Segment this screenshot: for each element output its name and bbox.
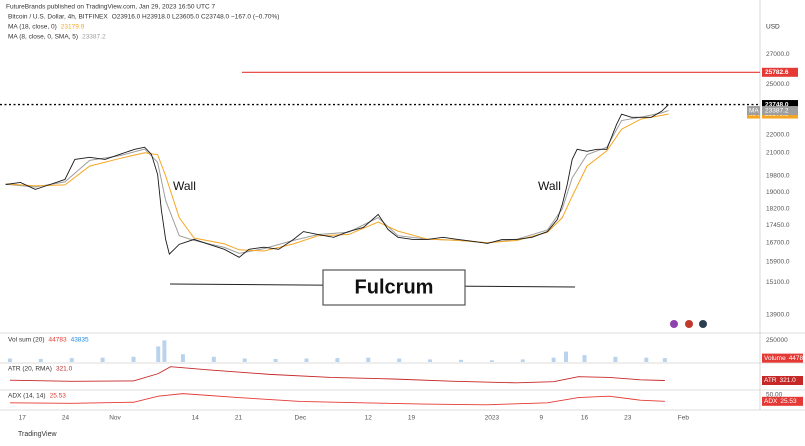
volume-bar	[38, 358, 43, 362]
indicator-line	[9, 366, 665, 384]
axis-badge-label: ATR	[764, 377, 777, 384]
legend-label: ADX (14, 14)	[8, 393, 46, 400]
x-tick-label: 17	[19, 415, 27, 422]
y-tick-label: 17450.0	[766, 222, 790, 229]
volume-bar	[156, 346, 161, 362]
axis-badge-label: ADX	[764, 398, 778, 405]
y-tick-label: 13900.0	[766, 311, 790, 318]
x-tick-label: 14	[192, 415, 200, 422]
axis-badge	[762, 353, 803, 363]
y-tick-label: 19800.0	[766, 173, 790, 180]
ma-badge-value: 23387.2	[765, 107, 789, 114]
x-tick-label: 9	[539, 415, 543, 422]
y-tick-label: 21000.0	[766, 150, 790, 157]
x-tick-label: 24	[62, 415, 70, 422]
price-badge	[762, 67, 798, 77]
volume-bar	[211, 356, 216, 362]
volume-bar	[551, 357, 556, 362]
volume-bar	[563, 351, 568, 362]
volume-bar	[489, 360, 494, 362]
legend-label: Vol sum (20)	[8, 337, 45, 344]
volume-bar	[304, 358, 309, 362]
volume-bar	[662, 358, 667, 362]
volume-bar	[458, 359, 463, 362]
axis-badge-label: 321.0	[780, 377, 797, 384]
symbol-title: Bitcoin / U.S. Dollar, 4h, BITFINEX	[8, 14, 108, 21]
y-tick-label: 25000.0	[766, 81, 790, 88]
currency: USD	[766, 24, 780, 31]
volume-bar	[131, 356, 136, 362]
event-icon	[699, 320, 707, 328]
volume-bar	[428, 359, 433, 362]
legend-label: MA (8, close, 0, SMA, 5)	[8, 34, 78, 41]
volume-bar	[242, 358, 247, 362]
legend-value: 25.53	[50, 393, 67, 400]
event-icon	[685, 320, 693, 328]
ohlc: O23916.0 H23918.0 L23605.0 C23748.0 −167…	[112, 14, 280, 21]
annotation: Fulcrum	[355, 276, 434, 298]
volume-bar	[520, 359, 525, 362]
y-tick-label: 22000.0	[766, 131, 790, 138]
annotation: Wall	[538, 179, 561, 193]
volume-bar	[582, 355, 587, 362]
volume-bar	[366, 357, 371, 362]
price-line-series	[5, 104, 669, 258]
volume-bar	[613, 356, 618, 362]
legend-value: 44783	[49, 337, 67, 344]
attribution: FutureBrands published on TradingView.co…	[6, 4, 215, 11]
volume-bar	[180, 354, 185, 362]
legend-label: MA (18, close, 0)	[8, 24, 57, 31]
axis-badge-label: 44783	[789, 355, 805, 362]
x-tick-label: 19	[408, 415, 416, 422]
volume-bar	[397, 358, 402, 362]
ma-line	[5, 110, 669, 254]
y-tick-label: 19000.0	[766, 189, 790, 196]
ma-badge-tag: MA	[749, 107, 759, 114]
volume-bar	[100, 357, 105, 362]
ma-badge	[747, 106, 760, 116]
event-icon	[670, 320, 678, 328]
y-tick-label: 15900.0	[766, 259, 790, 266]
axis-badge-label: Volume	[764, 355, 786, 362]
annotation: Wall	[173, 179, 196, 193]
volume-bar	[7, 358, 12, 362]
legend-value: 23387.2	[82, 34, 106, 41]
volume-bar	[162, 340, 167, 362]
x-tick-label: Dec	[295, 415, 307, 422]
axis-badge	[762, 376, 803, 385]
x-tick-label: 23	[624, 415, 632, 422]
axis-badge	[762, 396, 803, 406]
ma-line	[5, 113, 669, 252]
legend-value: 43835	[71, 337, 89, 344]
legend-value: 321.0	[56, 366, 73, 373]
x-tick-label: 21	[235, 415, 243, 422]
price-badge-label: 23748.0	[765, 101, 789, 108]
volume-bar	[273, 358, 278, 362]
axis-badge-label: 25.53	[780, 398, 797, 405]
y-tick-label: 50.00	[766, 392, 783, 399]
y-tick-label: 27000.0	[766, 51, 790, 58]
y-tick-label: 15100.0	[766, 279, 790, 286]
volume-bar	[335, 358, 340, 362]
volume-bar	[644, 357, 649, 362]
x-tick-label: Nov	[109, 415, 121, 422]
indicator-line	[9, 393, 665, 406]
x-tick-label: 2023	[485, 415, 500, 422]
price-badge-label: 25782.6	[765, 69, 789, 76]
ma-badge-value-bg	[762, 106, 798, 116]
y-tick-label: 16700.0	[766, 239, 790, 246]
x-tick-label: Feb	[678, 415, 690, 422]
legend-label: ATR (20, RMA)	[8, 366, 52, 373]
price-badge	[762, 100, 798, 110]
y-tick-label: 250000	[766, 337, 788, 344]
footer: TradingView	[18, 431, 57, 438]
x-tick-label: 12	[365, 415, 373, 422]
y-tick-label: 18200.0	[766, 206, 790, 213]
fulcrum-box	[322, 269, 466, 306]
volume-bar	[69, 358, 74, 362]
legend-value: 23179.9	[61, 24, 85, 31]
x-tick-label: 16	[581, 415, 589, 422]
